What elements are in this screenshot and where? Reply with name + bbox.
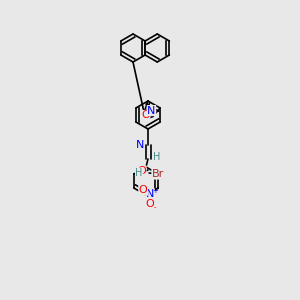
Text: N: N — [147, 106, 156, 116]
Text: +: + — [152, 188, 158, 194]
Text: Br: Br — [152, 169, 164, 179]
Text: O: O — [137, 166, 146, 176]
Text: O: O — [139, 185, 148, 195]
Text: H: H — [135, 168, 143, 178]
Text: N: N — [136, 140, 144, 150]
Text: O: O — [141, 110, 150, 121]
Text: H: H — [153, 152, 160, 162]
Text: O: O — [146, 199, 154, 209]
Text: N: N — [146, 189, 154, 199]
Text: -: - — [154, 204, 156, 210]
